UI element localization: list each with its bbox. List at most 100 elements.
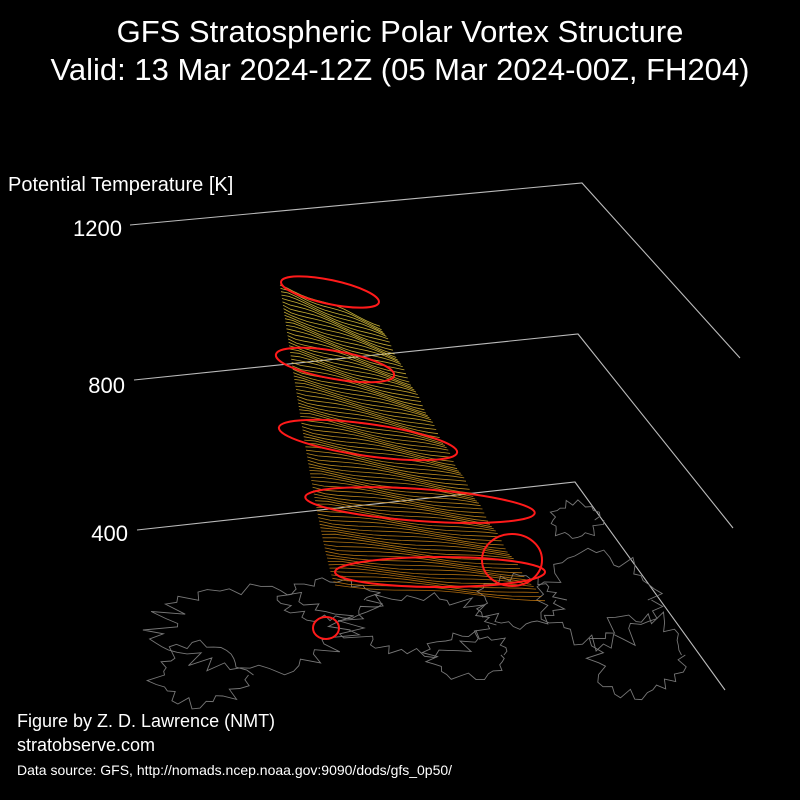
coastline [535, 547, 664, 652]
surface-slice [321, 530, 508, 553]
z-tick-label: 800 [88, 373, 125, 398]
surface-slice [297, 402, 439, 435]
z-gridline [133, 333, 734, 529]
coastline [276, 577, 383, 622]
coastline [585, 611, 687, 701]
z-gridline [136, 481, 726, 691]
surface-slice [293, 375, 425, 411]
data-source: Data source: GFS, http://nomads.ncep.noa… [17, 762, 453, 778]
surface-slice [294, 382, 428, 417]
surface-slice [285, 325, 400, 363]
surface-slice [305, 449, 463, 476]
z-tick-label: 1200 [73, 216, 122, 241]
surface-slice [307, 459, 468, 486]
surface-slice [281, 294, 385, 335]
vortex-contours [274, 275, 546, 640]
surface-slice [325, 550, 521, 569]
surface-slice [300, 419, 447, 448]
coastlines [142, 499, 687, 710]
coastline [337, 592, 497, 658]
surface-slice [328, 563, 529, 583]
surface-slice [315, 500, 491, 525]
surface-slice [301, 426, 451, 454]
z-axis-label: Potential Temperature [K] [8, 174, 234, 196]
surface-slice [329, 567, 532, 585]
surface-slice [296, 395, 435, 426]
surface-slice [281, 298, 387, 337]
surface-slice [295, 389, 432, 421]
surface-slice [311, 480, 479, 504]
surface-slice [334, 584, 546, 602]
surface-slice [327, 561, 527, 581]
surface-slice [318, 520, 502, 542]
surface-slice [313, 490, 485, 514]
surface-slice [290, 355, 415, 391]
surface-slice [308, 463, 470, 490]
contour-ring [277, 418, 459, 462]
surface-slice [308, 466, 472, 494]
site-link[interactable]: stratobserve.com [17, 735, 156, 755]
surface-slice [288, 345, 410, 383]
contour-ring [334, 556, 546, 588]
surface-slice [289, 348, 412, 386]
coastline [145, 639, 254, 710]
z-gridline [129, 182, 741, 359]
surface-slice [286, 328, 402, 365]
surface-slice [288, 341, 408, 379]
surface-slice [307, 456, 467, 482]
surface-slice [302, 432, 454, 462]
surface-slice [304, 439, 458, 470]
surface-slice [320, 527, 506, 550]
surface-slice [332, 577, 539, 593]
coastline [549, 499, 605, 539]
contour-ring [304, 486, 536, 524]
coastline [142, 583, 361, 676]
surface-slice [285, 321, 398, 361]
surface-slice [302, 429, 452, 458]
surface-slice [323, 544, 516, 562]
surface-slice [283, 308, 392, 347]
surface-slice [319, 523, 504, 546]
surface-slice [312, 486, 483, 510]
surface-slice [291, 362, 418, 395]
surface-slice [292, 368, 422, 402]
surface-slice [306, 453, 465, 479]
surface-slice [286, 331, 403, 368]
surface-slice [294, 379, 427, 414]
surface-slice [283, 311, 393, 351]
surface-slice [284, 318, 397, 358]
surface-slice [310, 476, 477, 502]
contour-ring [312, 616, 340, 640]
surface-slice [280, 291, 384, 333]
contour-ring [280, 275, 380, 309]
surface-slice [318, 517, 500, 538]
surface-slice [282, 304, 390, 343]
chart-title: GFS Stratospheric Polar Vortex Structure [116, 14, 684, 49]
surface-slice [313, 493, 487, 518]
surface-slice [299, 412, 444, 444]
surface-slice [301, 422, 449, 451]
surface-slice [287, 338, 407, 375]
vortex-surface [279, 284, 546, 602]
surface-slice [317, 513, 498, 534]
surface-slice [291, 358, 417, 393]
surface-slice [290, 352, 413, 389]
surface-slice [284, 314, 395, 355]
surface-slice [326, 554, 523, 574]
z-tick-label: 400 [91, 521, 128, 546]
contour-ring [481, 533, 543, 587]
axes-frame [129, 182, 741, 691]
coastline [475, 572, 567, 630]
surface-slice [331, 574, 537, 590]
surface-slice [314, 497, 489, 522]
surface-slice [296, 392, 433, 423]
coastline [420, 629, 508, 681]
surface-slice [322, 537, 512, 558]
chart-subtitle: Valid: 13 Mar 2024-12Z (05 Mar 2024-00Z,… [50, 52, 750, 87]
contour-ring [274, 346, 396, 384]
surface-slice [315, 503, 492, 528]
surface-slice [297, 399, 437, 430]
surface-slice [282, 301, 389, 340]
surface-slice [293, 372, 423, 407]
